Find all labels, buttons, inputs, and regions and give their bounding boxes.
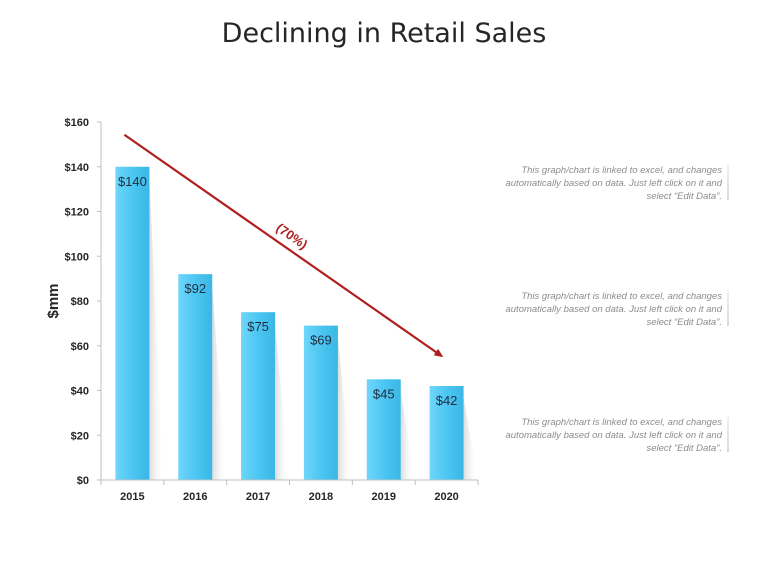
data-label-2015: $140 — [118, 174, 147, 189]
y-tick-label: $120 — [65, 207, 89, 219]
y-tick-label: $60 — [71, 341, 89, 353]
decline-arrow — [123, 133, 444, 358]
x-tick-label: 2018 — [309, 491, 333, 503]
note-divider-3 — [727, 416, 729, 452]
bar-shadow — [149, 178, 164, 480]
y-tick-label: $140 — [65, 162, 89, 174]
y-tick-label: $80 — [71, 296, 89, 308]
x-tick-label: 2017 — [246, 491, 270, 503]
bar-2020 — [429, 386, 464, 480]
x-tick-label: 2019 — [372, 491, 396, 503]
bar-shadow — [337, 337, 352, 480]
data-label-2019: $45 — [373, 386, 395, 401]
note-text-3: This graph/chart is linked to excel, and… — [505, 417, 722, 454]
y-tick-label: $20 — [71, 430, 89, 442]
note-text-2: This graph/chart is linked to excel, and… — [505, 291, 722, 328]
data-label-2017: $75 — [247, 319, 269, 334]
y-tick-label: $160 — [65, 117, 89, 129]
bar-2017 — [241, 312, 276, 480]
x-tick-label: 2020 — [434, 491, 458, 503]
note-text-1: This graph/chart is linked to excel, and… — [505, 165, 722, 202]
chart-title: Declining in Retail Sales — [221, 18, 547, 49]
note-divider-2 — [727, 290, 729, 326]
y-axis-title: $mm — [45, 283, 62, 318]
data-label-2018: $69 — [310, 333, 332, 348]
y-tick-label: $40 — [71, 386, 89, 398]
y-tick-label: $0 — [77, 475, 89, 487]
data-label-2020: $42 — [436, 393, 458, 408]
data-label-2016: $92 — [184, 281, 206, 296]
x-tick-label: 2015 — [120, 491, 144, 503]
note-divider-1 — [727, 164, 729, 200]
bar-2019 — [366, 379, 401, 480]
y-tick-label: $100 — [65, 251, 89, 263]
bar-shadow — [463, 398, 478, 480]
x-tick-label: 2016 — [183, 491, 207, 503]
bar-shadow — [275, 324, 290, 480]
bar-shadow — [212, 286, 227, 480]
bar-2015 — [115, 166, 150, 480]
bar-shadow — [400, 391, 415, 480]
bar-2016 — [178, 274, 213, 480]
decline-percent-label: (70%) — [273, 220, 310, 252]
bar-2018 — [303, 325, 338, 480]
